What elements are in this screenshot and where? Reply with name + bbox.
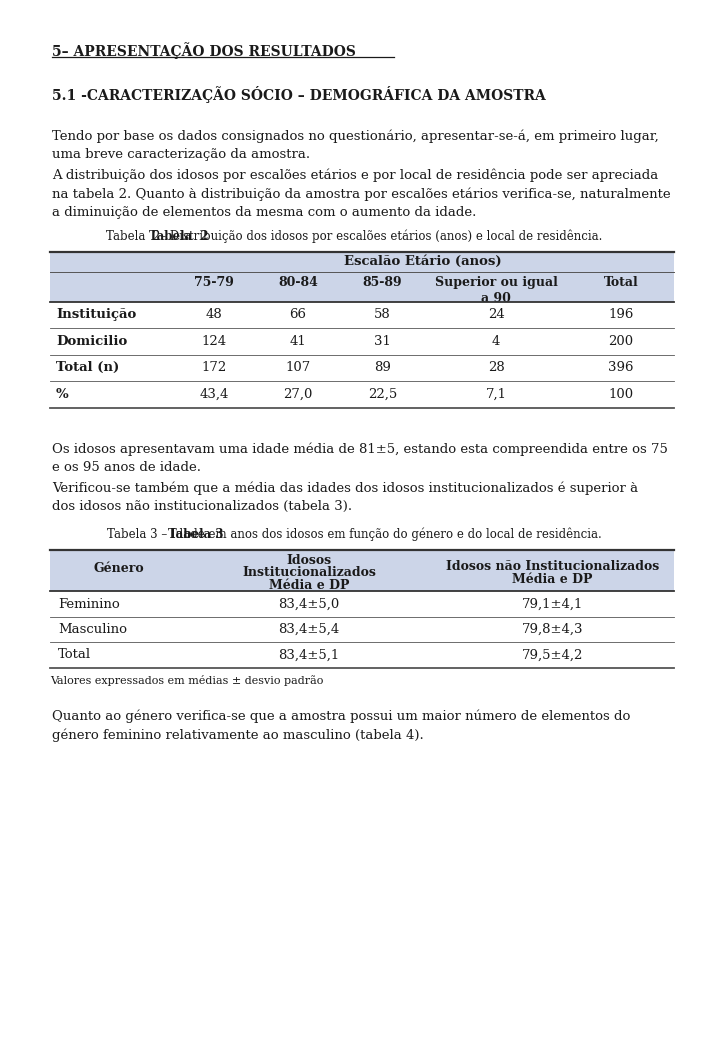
Text: 85-89: 85-89 bbox=[362, 276, 402, 289]
Text: Masculino: Masculino bbox=[58, 623, 127, 636]
Text: 172: 172 bbox=[201, 361, 227, 375]
Text: a diminuição de elementos da mesma com o aumento da idade.: a diminuição de elementos da mesma com o… bbox=[52, 206, 476, 219]
Text: 41: 41 bbox=[290, 335, 307, 348]
Text: uma breve caracterização da amostra.: uma breve caracterização da amostra. bbox=[52, 149, 310, 161]
Text: Superior ou igual
a 90: Superior ou igual a 90 bbox=[435, 276, 558, 306]
Text: 4: 4 bbox=[492, 335, 501, 348]
Text: género feminino relativamente ao masculino (tabela 4).: género feminino relativamente ao masculi… bbox=[52, 727, 424, 741]
Text: 31: 31 bbox=[374, 335, 391, 348]
Bar bbox=[50, 252, 674, 272]
Text: 79,1±4,1: 79,1±4,1 bbox=[522, 598, 583, 611]
Text: Média e DP: Média e DP bbox=[512, 572, 593, 586]
Bar bbox=[50, 272, 674, 302]
Text: 83,4±5,1: 83,4±5,1 bbox=[278, 649, 340, 662]
Text: 66: 66 bbox=[290, 308, 307, 322]
Text: Total: Total bbox=[604, 276, 639, 289]
Text: 200: 200 bbox=[608, 335, 634, 348]
Text: e os 95 anos de idade.: e os 95 anos de idade. bbox=[52, 461, 201, 475]
Text: Idosos: Idosos bbox=[287, 554, 331, 567]
Text: 48: 48 bbox=[205, 308, 222, 322]
Text: Tabela  2: Tabela 2 bbox=[149, 229, 209, 243]
Text: %: % bbox=[56, 388, 69, 400]
Text: 5.1 -CARACTERIZAÇÃO SÓCIO – DEMOGRÁFICA DA AMOSTRA: 5.1 -CARACTERIZAÇÃO SÓCIO – DEMOGRÁFICA … bbox=[52, 86, 546, 103]
Bar bbox=[50, 590, 674, 617]
Text: 22,5: 22,5 bbox=[367, 388, 397, 400]
Bar bbox=[50, 355, 674, 381]
Text: 100: 100 bbox=[608, 388, 634, 400]
Text: 79,8±4,3: 79,8±4,3 bbox=[522, 623, 583, 636]
Bar bbox=[50, 328, 674, 355]
Text: 43,4: 43,4 bbox=[199, 388, 229, 400]
Text: 79,5±4,2: 79,5±4,2 bbox=[522, 649, 583, 662]
Text: Tabela 3 – Idade em anos dos idosos em função do género e do local de residência: Tabela 3 – Idade em anos dos idosos em f… bbox=[107, 528, 601, 542]
Text: 58: 58 bbox=[374, 308, 391, 322]
Text: Escalão Etário (anos): Escalão Etário (anos) bbox=[344, 255, 502, 268]
Bar bbox=[50, 302, 674, 328]
Text: 28: 28 bbox=[488, 361, 505, 375]
Text: 89: 89 bbox=[374, 361, 391, 375]
Text: 75-79: 75-79 bbox=[194, 276, 234, 289]
Text: Domicilio: Domicilio bbox=[56, 335, 127, 348]
Text: Verificou-se também que a média das idades dos idosos institucionalizados é supe: Verificou-se também que a média das idad… bbox=[52, 482, 638, 495]
Text: Total (n): Total (n) bbox=[56, 361, 119, 375]
Text: Instituição: Instituição bbox=[56, 308, 136, 322]
Text: Tabela  2– Distribuição dos idosos por escalões etários (anos) e local de residê: Tabela 2– Distribuição dos idosos por es… bbox=[105, 229, 603, 243]
Bar bbox=[50, 617, 674, 643]
Text: 24: 24 bbox=[488, 308, 505, 322]
Text: Género: Género bbox=[93, 562, 144, 575]
Text: A distribuição dos idosos por escalões etários e por local de residência pode se: A distribuição dos idosos por escalões e… bbox=[52, 169, 658, 183]
Text: 83,4±5,0: 83,4±5,0 bbox=[278, 598, 340, 611]
Text: 5– APRESENTAÇÃO DOS RESULTADOS: 5– APRESENTAÇÃO DOS RESULTADOS bbox=[52, 42, 356, 58]
Text: 80-84: 80-84 bbox=[278, 276, 318, 289]
Text: 7,1: 7,1 bbox=[486, 388, 507, 400]
Text: Quanto ao género verifica-se que a amostra possui um maior número de elementos d: Quanto ao género verifica-se que a amost… bbox=[52, 709, 630, 723]
Bar bbox=[50, 381, 674, 408]
Text: Valores expressados em médias ± desvio padrão: Valores expressados em médias ± desvio p… bbox=[50, 675, 324, 686]
Text: Tabela 3: Tabela 3 bbox=[168, 528, 223, 541]
Text: Institucionalizados: Institucionalizados bbox=[242, 566, 376, 580]
Text: 124: 124 bbox=[201, 335, 227, 348]
Text: na tabela 2. Quanto à distribuição da amostra por escalões etários verifica-se, : na tabela 2. Quanto à distribuição da am… bbox=[52, 187, 670, 201]
Text: 83,4±5,4: 83,4±5,4 bbox=[278, 623, 340, 636]
Text: dos idosos não institucionalizados (tabela 3).: dos idosos não institucionalizados (tabe… bbox=[52, 500, 352, 513]
Text: 107: 107 bbox=[285, 361, 311, 375]
Bar bbox=[50, 550, 674, 590]
Text: Feminino: Feminino bbox=[58, 598, 120, 611]
Text: 27,0: 27,0 bbox=[283, 388, 313, 400]
Text: Média e DP: Média e DP bbox=[269, 579, 349, 592]
Text: 396: 396 bbox=[608, 361, 634, 375]
Text: Os idosos apresentavam uma idade média de 81±5, estando esta compreendida entre : Os idosos apresentavam uma idade média d… bbox=[52, 443, 668, 457]
Bar bbox=[50, 643, 674, 668]
Text: Idosos não Institucionalizados: Idosos não Institucionalizados bbox=[446, 561, 659, 573]
Text: Total: Total bbox=[58, 649, 91, 662]
Text: Tendo por base os dados consignados no questionário, apresentar-se-á, em primeir: Tendo por base os dados consignados no q… bbox=[52, 130, 658, 143]
Text: 196: 196 bbox=[608, 308, 634, 322]
